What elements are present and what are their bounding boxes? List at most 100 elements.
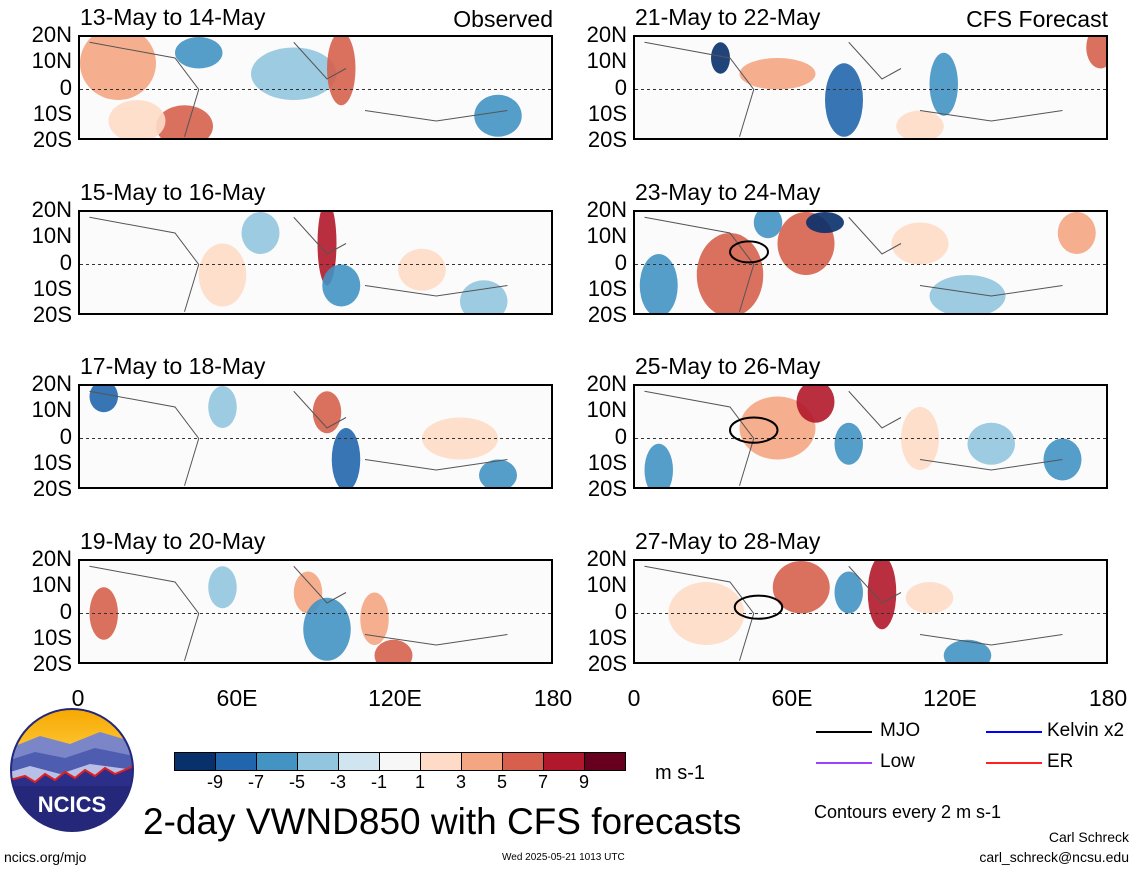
lat-label: 10N xyxy=(586,223,627,248)
footer-email[interactable]: carl_schreck@ncsu.edu xyxy=(979,849,1129,865)
coastline xyxy=(644,41,1063,137)
anomaly-blob xyxy=(943,639,992,662)
lat-label: 20S xyxy=(32,302,72,327)
anomaly-field xyxy=(80,212,551,313)
anomaly-blob xyxy=(834,571,863,614)
lat-label: 20S xyxy=(587,476,627,501)
lat-label: 20N xyxy=(31,22,72,47)
mjo-contour xyxy=(729,416,779,444)
lat-label: 20N xyxy=(586,197,627,222)
anomaly-blob xyxy=(1057,212,1096,254)
coastline xyxy=(644,216,1063,312)
footer-url[interactable]: ncics.org/mjo xyxy=(4,849,87,865)
er-legend-line xyxy=(986,762,1042,764)
panel-title: 25-May to 26-May xyxy=(635,353,821,379)
lat-label: 10S xyxy=(587,450,627,475)
lat-label: 10N xyxy=(31,48,72,73)
anomaly-blob xyxy=(644,443,673,487)
main-title: 2-day VWND850 with CFS forecasts xyxy=(143,801,742,842)
colorbar-swatch xyxy=(174,752,216,771)
coastline xyxy=(89,565,508,661)
lon-label: 120E xyxy=(368,685,422,711)
anomaly-blob xyxy=(331,428,361,487)
anomaly-blob xyxy=(896,110,944,138)
lat-label: 20N xyxy=(31,371,72,396)
panel-title: 19-May to 20-May xyxy=(80,528,266,554)
anomaly-field xyxy=(635,212,1106,313)
anomaly-blob xyxy=(639,254,678,313)
lat-label: 20S xyxy=(587,651,627,676)
colorbar-label: -7 xyxy=(247,772,264,792)
anomaly-blob xyxy=(241,212,280,254)
colorbar-swatch xyxy=(543,752,585,771)
colorbar-swatch xyxy=(215,752,257,771)
lat-label: 10N xyxy=(586,397,627,422)
colorbar-label: -5 xyxy=(288,772,305,792)
anomaly-blob xyxy=(711,42,730,74)
lat-label: 0 xyxy=(59,250,72,275)
lat-label: 0 xyxy=(59,424,72,449)
anomaly-field xyxy=(80,565,551,662)
anomaly-blob xyxy=(317,212,337,286)
lon-label: 120E xyxy=(923,685,977,711)
coastline xyxy=(644,390,1063,486)
anomaly-blob xyxy=(303,597,351,661)
anomaly-blob xyxy=(753,212,783,239)
mjo-contour xyxy=(733,594,784,620)
anomaly-blob xyxy=(198,243,247,307)
anomaly-blob xyxy=(108,100,166,138)
mjo-legend-line xyxy=(816,731,872,733)
anomaly-blob xyxy=(772,561,830,614)
panel-title: 23-May to 24-May xyxy=(635,179,821,205)
colorbar-label: 5 xyxy=(496,772,507,792)
colorbar-label: -9 xyxy=(206,772,223,792)
anomaly-blob xyxy=(901,407,939,470)
contour-note: Contours every 2 m s-1 xyxy=(814,802,1002,822)
colorbar-label: -1 xyxy=(370,772,387,792)
anomaly-blob xyxy=(312,391,342,434)
anomaly-blob xyxy=(322,264,361,307)
anomaly-blob xyxy=(360,592,389,645)
lat-label: 10S xyxy=(32,101,72,126)
lat-label: 20N xyxy=(31,197,72,222)
anomaly-blob xyxy=(806,212,844,233)
vwnd-map-panel xyxy=(78,210,553,315)
lat-label: 10S xyxy=(32,450,72,475)
colorbar-swatch xyxy=(420,752,462,771)
lat-label: 0 xyxy=(614,250,627,275)
anomaly-blob xyxy=(967,422,1015,465)
anomaly-blob xyxy=(398,248,446,291)
anomaly-field xyxy=(635,386,1106,487)
lat-label: 10N xyxy=(31,397,72,422)
panel-source-tag: Observed xyxy=(453,6,553,32)
anomaly-blob xyxy=(668,582,745,645)
anomaly-blob xyxy=(929,275,1006,313)
anomaly-blob xyxy=(251,47,337,100)
coastline xyxy=(89,216,508,312)
anomaly-blob xyxy=(460,280,508,313)
anomaly-blob xyxy=(929,52,958,116)
colorbar-swatch xyxy=(297,752,339,771)
anomaly-blob xyxy=(374,639,413,662)
panel-title: 15-May to 16-May xyxy=(80,179,266,205)
lat-label: 10N xyxy=(586,572,627,597)
lon-label: 60E xyxy=(771,685,813,711)
colorbar-label: 7 xyxy=(537,772,548,792)
anomaly-blob xyxy=(89,587,118,640)
kelvin-legend-label: Kelvin x2 xyxy=(1047,720,1125,741)
vwnd-map-panel xyxy=(633,210,1108,315)
anomaly-field xyxy=(80,386,551,487)
colorbar-label: -3 xyxy=(329,772,346,792)
anomaly-blob xyxy=(474,94,522,137)
anomaly-blob xyxy=(479,459,517,487)
anomaly-blob xyxy=(696,233,764,313)
lat-label: 20N xyxy=(586,371,627,396)
anomaly-blob xyxy=(825,63,863,137)
colorbar-swatch xyxy=(584,752,626,771)
lat-label: 0 xyxy=(614,75,627,100)
footer-timestamp: Wed 2025-05-21 1013 UTC xyxy=(502,852,625,863)
low-legend-line xyxy=(816,762,872,764)
panel-title: 27-May to 28-May xyxy=(635,528,821,554)
lat-label: 20S xyxy=(32,651,72,676)
lat-label: 20S xyxy=(32,127,72,152)
